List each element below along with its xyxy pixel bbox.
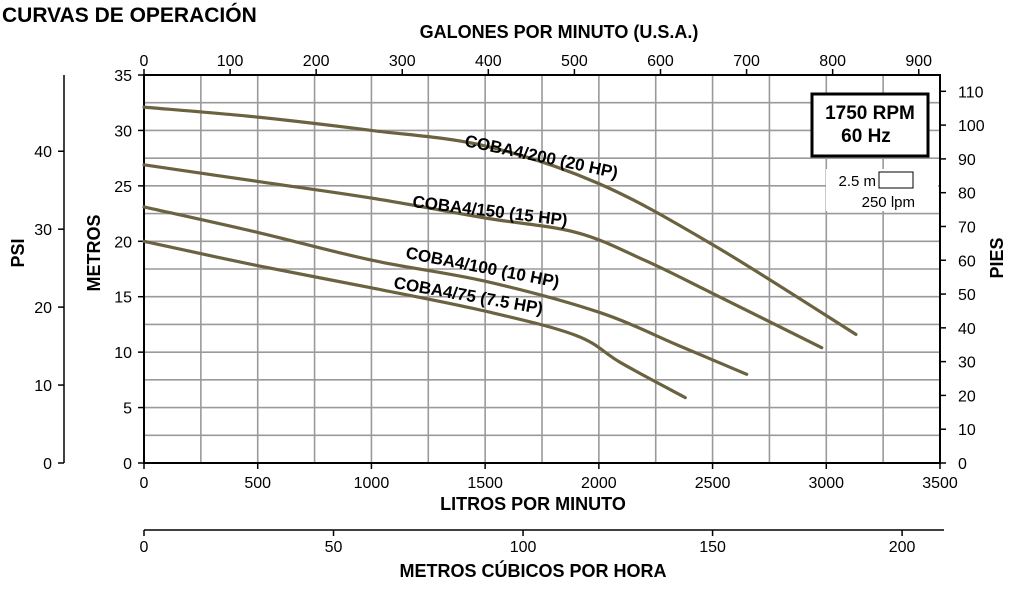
m3h-axis-ticks: 0 50 100 150 200 [140,530,916,556]
y-tick-label: 35 [114,68,132,85]
x-tick-label: 0 [140,475,149,492]
top-axis-title: GALONES POR MINUTO (U.S.A.) [420,22,699,42]
y-axis-ticks: 0 5 10 15 20 25 30 35 [114,68,144,473]
y-axis-title: METROS [84,214,104,291]
top-tick-label: 200 [303,53,330,70]
curve-coba4-200 [142,105,858,336]
x-axis-title: LITROS POR MINUTO [440,494,626,514]
top-tick-label: 300 [389,53,416,70]
x-tick-label: 2500 [695,475,731,492]
pies-axis-title: PIES [987,237,1007,278]
curve-coba4-150 [142,163,824,350]
y-tick-label: 5 [123,401,132,418]
scale-key-height: 2.5 m [838,173,876,190]
hz-label: 60 Hz [841,126,891,147]
pies-axis-ticks: 0 10 20 30 40 50 60 70 80 90 100 110 [940,84,985,473]
scale-key-box [878,171,914,189]
curve-label-coba4-150: COBA4/150 (15 HP) [412,192,569,230]
pies-tick-label: 110 [958,84,984,101]
x-axis-ticks: 0 500 1000 1500 2000 2500 3000 3500 [140,463,958,492]
top-tick-label: 0 [140,53,149,70]
rpm-label: 1750 RPM [825,103,915,124]
y-tick-label: 15 [114,290,132,307]
y-tick-label: 20 [114,234,132,251]
psi-tick-label: 40 [34,144,52,161]
m3h-tick-label: 200 [889,539,916,556]
psi-tick-label: 10 [34,378,52,395]
plot-frame [143,74,941,464]
top-tick-label: 100 [217,53,244,70]
pump-curves [142,105,858,400]
m3h-tick-label: 100 [510,539,537,556]
x-tick-label: 3500 [922,475,958,492]
m3h-tick-label: 150 [699,539,726,556]
m3h-tick-label: 50 [325,539,343,556]
pies-tick-label: 90 [958,152,976,169]
curve-coba4-75 [142,239,687,400]
curve-coba4-100 [142,205,749,376]
top-tick-label: 600 [647,53,674,70]
rpm-box [810,92,930,158]
m3h-axis-title: METROS CÚBICOS POR HORA [399,560,666,581]
y-tick-label: 0 [123,456,132,473]
pies-tick-label: 10 [958,422,976,439]
top-tick-label: 500 [561,53,588,70]
y-tick-label: 10 [114,345,132,362]
pies-tick-label: 60 [958,253,976,270]
top-tick-label: 700 [733,53,760,70]
pies-tick-label: 70 [958,219,976,236]
top-tick-label: 900 [905,53,932,70]
pies-tick-label: 50 [958,287,976,304]
scale-key-flow: 250 lpm [862,194,915,211]
pies-tick-label: 0 [958,456,967,473]
x-tick-label: 500 [244,475,271,492]
top-tick-label: 400 [475,53,502,70]
psi-tick-label: 30 [34,222,52,239]
y-tick-label: 30 [114,123,132,140]
y-tick-label: 25 [114,179,132,196]
psi-tick-label: 20 [34,300,52,317]
page-title: CURVAS DE OPERACIÓN [2,3,257,27]
pies-tick-label: 20 [958,388,976,405]
top-tick-label: 800 [819,53,846,70]
psi-axis-ticks: 0 10 20 30 40 [34,144,64,473]
psi-axis-title: PSI [8,238,28,267]
psi-tick-label: 0 [43,456,52,473]
pies-tick-label: 40 [958,321,976,338]
pies-tick-label: 30 [958,355,976,372]
pies-tick-label: 80 [958,186,976,203]
x-tick-label: 1500 [467,475,503,492]
x-tick-label: 3000 [808,475,844,492]
pies-tick-label: 100 [958,118,985,135]
top-axis-ticks: 0 100 200 300 400 500 600 700 800 900 [140,53,932,75]
m3h-tick-label: 0 [140,539,149,556]
x-tick-label: 1000 [354,475,390,492]
x-tick-label: 2000 [581,475,617,492]
